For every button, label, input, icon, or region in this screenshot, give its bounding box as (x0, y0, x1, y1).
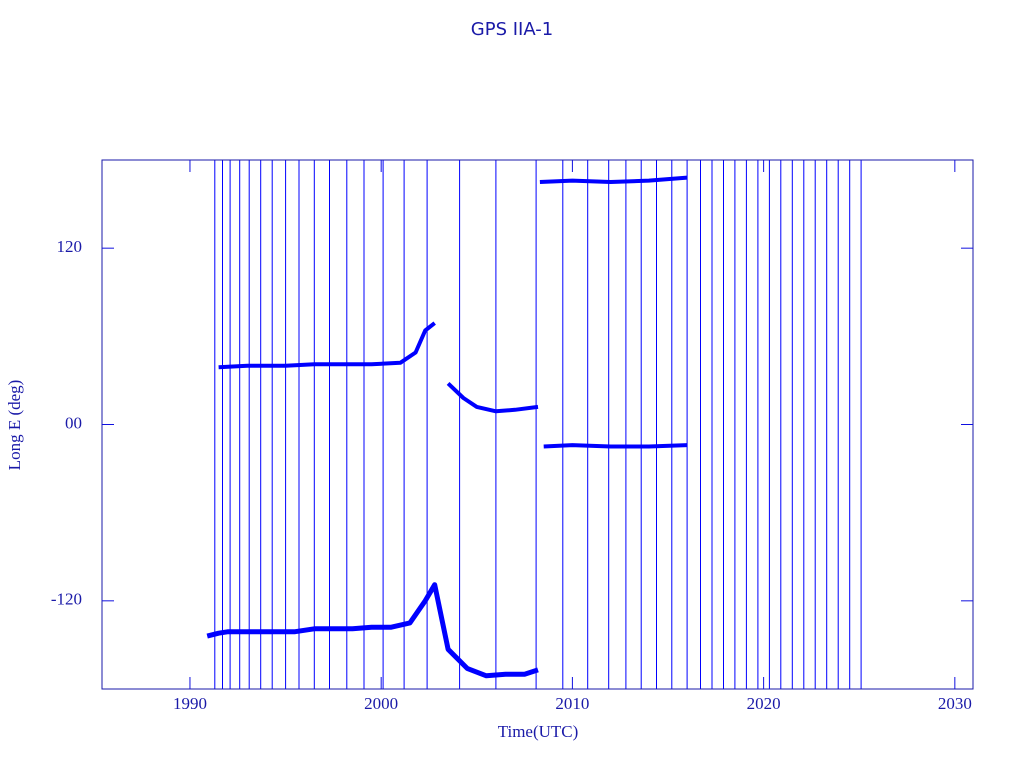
y-axis-label: Long E (deg) (5, 380, 24, 471)
y-tick-label: 00 (65, 413, 82, 432)
x-tick-label: 2030 (938, 694, 972, 713)
y-tick-label: 120 (57, 237, 83, 256)
plot-frame (101, 159, 974, 690)
x-tick-label: 2020 (747, 694, 781, 713)
series-line (218, 321, 436, 370)
x-tick-label: 2010 (555, 694, 589, 713)
series-line (214, 160, 862, 689)
series-line (446, 381, 539, 414)
x-tick-label: 2000 (364, 694, 398, 713)
plot-area (206, 160, 862, 689)
chart-title: GPS IIA-1 (471, 19, 553, 40)
series-line (539, 175, 688, 184)
series-line (206, 582, 539, 679)
x-tick-label: 1990 (173, 694, 207, 713)
y-tick-label: -120 (51, 590, 82, 609)
x-axis-label: Time(UTC) (498, 722, 579, 741)
series-line (543, 443, 688, 449)
